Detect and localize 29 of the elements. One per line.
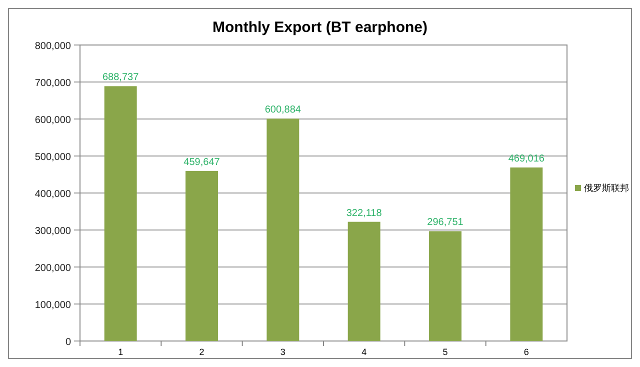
- y-tick-label: 0: [65, 337, 72, 348]
- bar: [429, 231, 462, 341]
- y-tick-label: 700,000: [34, 78, 72, 89]
- bar: [186, 170, 218, 341]
- y-tick-label: 400,000: [34, 189, 72, 200]
- legend-label: 俄罗斯联邦: [584, 183, 629, 193]
- y-tick-label: 100,000: [34, 300, 72, 311]
- x-tick-label: 1: [118, 347, 124, 357]
- x-tick-label: 6: [524, 347, 529, 357]
- data-label: 296,751: [427, 217, 464, 228]
- bar: [510, 167, 543, 341]
- y-tick-label: 600,000: [34, 115, 72, 126]
- y-tick-label: 500,000: [34, 152, 72, 163]
- data-label: 600,884: [264, 104, 302, 116]
- y-tick-label: 300,000: [34, 226, 72, 237]
- x-tick-label: 3: [280, 347, 286, 357]
- x-tick-label: 5: [442, 347, 448, 357]
- y-tick-label: 800,000: [34, 41, 72, 52]
- bar: [266, 118, 300, 341]
- chart-title: Monthly Export (BT earphone): [212, 19, 428, 36]
- data-label: 469,016: [508, 153, 545, 164]
- bar: [348, 222, 380, 341]
- x-tick-label: 2: [199, 347, 204, 357]
- data-label: 322,118: [346, 208, 382, 219]
- data-label: 459,647: [184, 156, 220, 168]
- x-tick-label: 4: [362, 347, 367, 357]
- bar: [104, 86, 137, 341]
- y-tick-label: 200,000: [34, 263, 72, 274]
- data-label: 688,737: [102, 72, 140, 84]
